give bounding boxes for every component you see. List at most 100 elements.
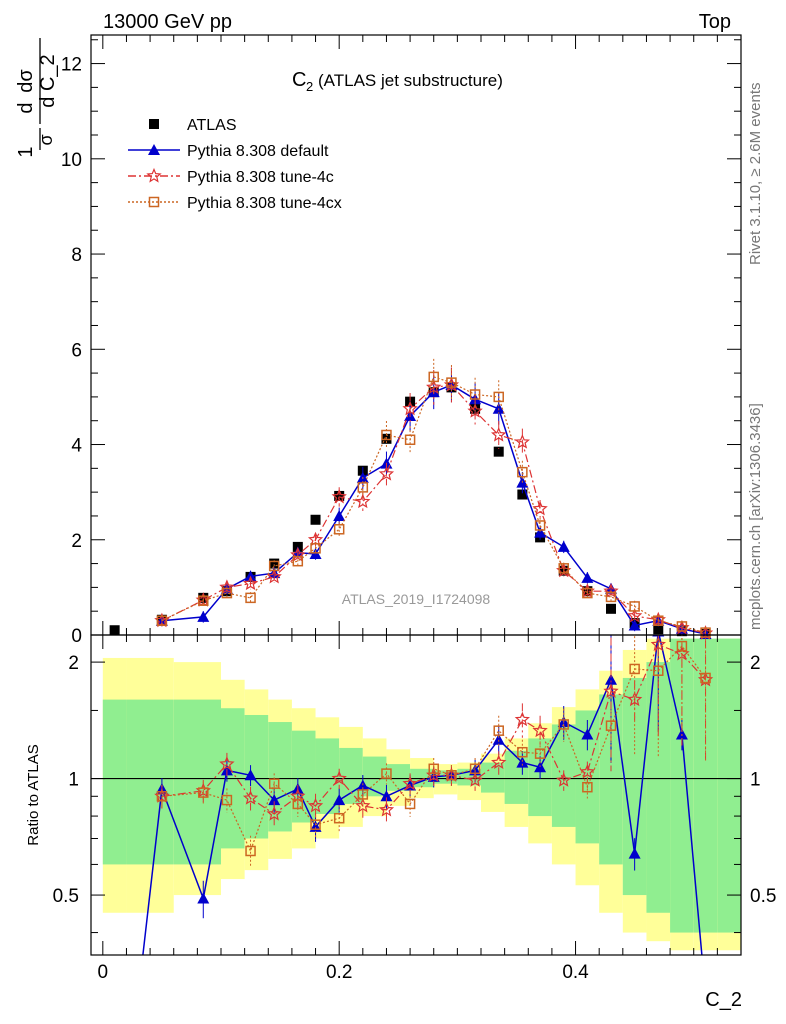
ratio-pythia-8-308-tune-4cx: [156, 635, 711, 868]
y-tick-label: 2: [71, 531, 82, 552]
data-point: [493, 446, 504, 457]
legend-label: ATLAS: [187, 117, 237, 134]
inner-band-bin: [646, 662, 671, 913]
inner-band-bin: [599, 694, 623, 865]
data-point: [292, 798, 304, 810]
y-tick-label: 0: [71, 626, 82, 647]
ratio-panel-series: [91, 635, 741, 955]
data-point: [310, 819, 321, 830]
data-point: [148, 196, 160, 208]
data-point: [558, 719, 569, 730]
data-point: [245, 845, 256, 857]
data-point: [605, 673, 617, 685]
legend-label: Pythia 8.308 tune-4c: [187, 169, 334, 186]
inner-band-bin: [173, 699, 221, 865]
series-pythia-8-308-tune-4cx: [156, 358, 711, 638]
x-tick-label: 0.2: [326, 962, 352, 983]
data-point: [581, 728, 594, 740]
inner-band-bin: [362, 756, 387, 797]
data-point: [469, 389, 481, 400]
data-point: [148, 144, 160, 155]
data-point: [381, 429, 392, 441]
legend-item: ATLAS: [149, 117, 237, 134]
data-point: [581, 571, 594, 583]
data-point: [532, 722, 548, 738]
ratio-frame: [90, 634, 742, 956]
data-point: [109, 625, 120, 636]
data-point: [582, 587, 593, 599]
data-point: [603, 583, 619, 598]
x-tick-label: 0: [98, 962, 109, 983]
data-point: [628, 619, 641, 631]
data-point: [355, 797, 371, 813]
data-point: [514, 434, 531, 449]
data-point: [357, 789, 369, 800]
inner-band-bin: [126, 699, 174, 865]
ratio-series-clipped: [142, 635, 714, 955]
series-line: [161, 376, 706, 634]
beam-label: 13000 GeV pp: [103, 11, 232, 33]
y-tick-label: 6: [71, 340, 82, 361]
data-point: [556, 772, 572, 787]
inner-band-bin: [386, 764, 411, 791]
data-point: [653, 624, 664, 635]
y-tick-label: 4: [71, 436, 82, 457]
y-tick-label: 8: [71, 245, 82, 266]
data-point: [331, 770, 347, 786]
data-point: [491, 754, 507, 770]
data-point: [492, 733, 505, 745]
process-label: Top: [699, 11, 731, 33]
ylabel-dsigma: dσ: [15, 69, 37, 93]
data-point: [700, 672, 711, 684]
legend-label: Pythia 8.308 default: [187, 143, 329, 160]
data-point: [221, 794, 233, 806]
ylabel-one: 1: [15, 146, 37, 157]
inner-band-bin: [504, 750, 529, 804]
data-point: [516, 756, 529, 768]
data-point: [242, 575, 259, 591]
data-point: [428, 371, 439, 383]
inner-band-bin: [315, 738, 340, 814]
data-point: [292, 555, 304, 567]
ratio-y-tick-label-right: 2: [750, 653, 761, 674]
data-point: [605, 720, 617, 731]
data-point: [627, 691, 643, 707]
rivet-version-label: Rivet 3.1.10, ≥ 2.6M events: [747, 83, 764, 266]
data-point: [197, 892, 210, 904]
data-point: [467, 772, 483, 787]
title-subscript: 2: [306, 79, 313, 94]
data-point: [378, 801, 395, 817]
ylabel-d: d: [15, 102, 37, 113]
mcplots-label: mcplots.cern.ch [arXiv:1306.3436]: [747, 403, 764, 630]
y-tick-label: 10: [61, 150, 82, 171]
data-point: [582, 781, 593, 793]
legend-item: Pythia 8.308 tune-4c: [128, 167, 334, 186]
data-point: [198, 595, 209, 606]
data-point: [532, 500, 548, 516]
x-tick-label: 0.4: [562, 962, 589, 983]
data-point: [446, 770, 457, 781]
ratio-y-tick-label: 1: [68, 770, 79, 791]
data-point: [426, 379, 442, 394]
inner-band-bin: [693, 638, 718, 933]
data-point: [198, 787, 209, 798]
data-point: [333, 794, 346, 806]
data-point: [156, 791, 168, 802]
ratio-y-tick-label-right: 1: [750, 770, 761, 791]
data-point: [605, 591, 617, 603]
data-point: [268, 794, 281, 806]
ylabel-dc2: d C_2: [37, 54, 59, 107]
data-point: [221, 587, 233, 599]
data-point: [446, 377, 457, 388]
data-point: [268, 560, 280, 572]
ratio-line: [161, 643, 706, 815]
data-point: [355, 493, 371, 509]
data-point: [557, 540, 570, 552]
data-point: [628, 847, 641, 859]
data-point: [290, 546, 306, 562]
data-point: [493, 725, 504, 736]
data-point: [606, 603, 616, 614]
data-point: [378, 465, 395, 481]
data-point: [579, 763, 595, 779]
ratio-y-axis-label: Ratio to ATLAS: [25, 744, 42, 845]
